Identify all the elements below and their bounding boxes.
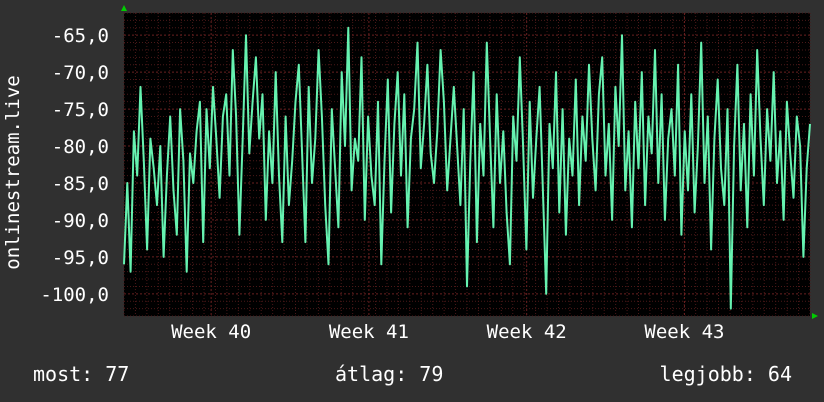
y-axis-arrow (121, 5, 127, 11)
best-value: legjobb: 64 (659, 362, 792, 386)
x-axis-arrow (812, 313, 818, 319)
x-tick-label: Week 43 (644, 321, 724, 343)
y-tick-label: -95,0 (52, 247, 109, 269)
y-tick-label: -100,0 (40, 284, 109, 306)
series-line (123, 26, 811, 310)
y-tick-label: -90,0 (52, 210, 109, 232)
y-tick-label: -70,0 (52, 62, 109, 84)
x-tick-label: Week 41 (329, 321, 409, 343)
y-tick-label: -80,0 (52, 136, 109, 158)
y-tick-label: -75,0 (52, 99, 109, 121)
current-value: most: 77 (33, 362, 130, 386)
x-tick-label: Week 40 (171, 321, 251, 343)
y-tick-label: -65,0 (52, 25, 109, 47)
y-tick-label: -85,0 (52, 173, 109, 195)
x-tick-label: Week 42 (487, 321, 567, 343)
average-value: átlag: 79 (335, 362, 444, 386)
y-axis-label: onlinestream.live (2, 75, 24, 269)
